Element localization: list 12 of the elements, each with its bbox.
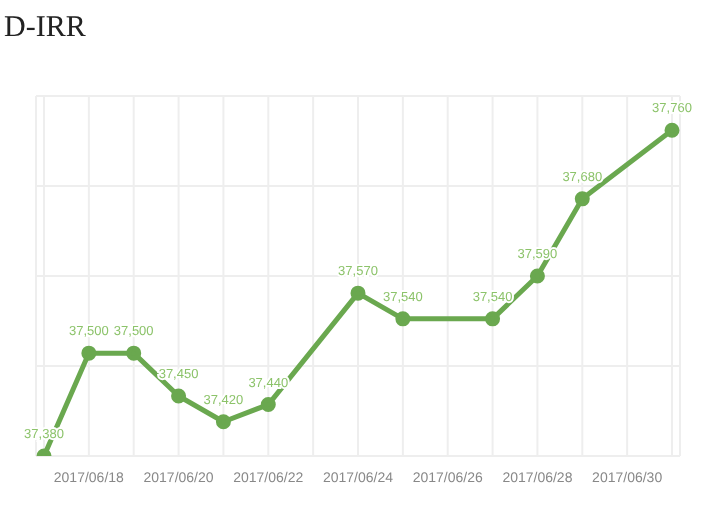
point [529,268,545,284]
point [664,122,680,138]
point [574,191,590,207]
chart-title: D-IRR [4,12,86,46]
point [485,311,501,327]
point [215,414,231,430]
point [395,311,411,327]
point [171,388,187,404]
point [126,345,142,361]
point [81,345,97,361]
point [260,397,276,413]
point [350,285,366,301]
